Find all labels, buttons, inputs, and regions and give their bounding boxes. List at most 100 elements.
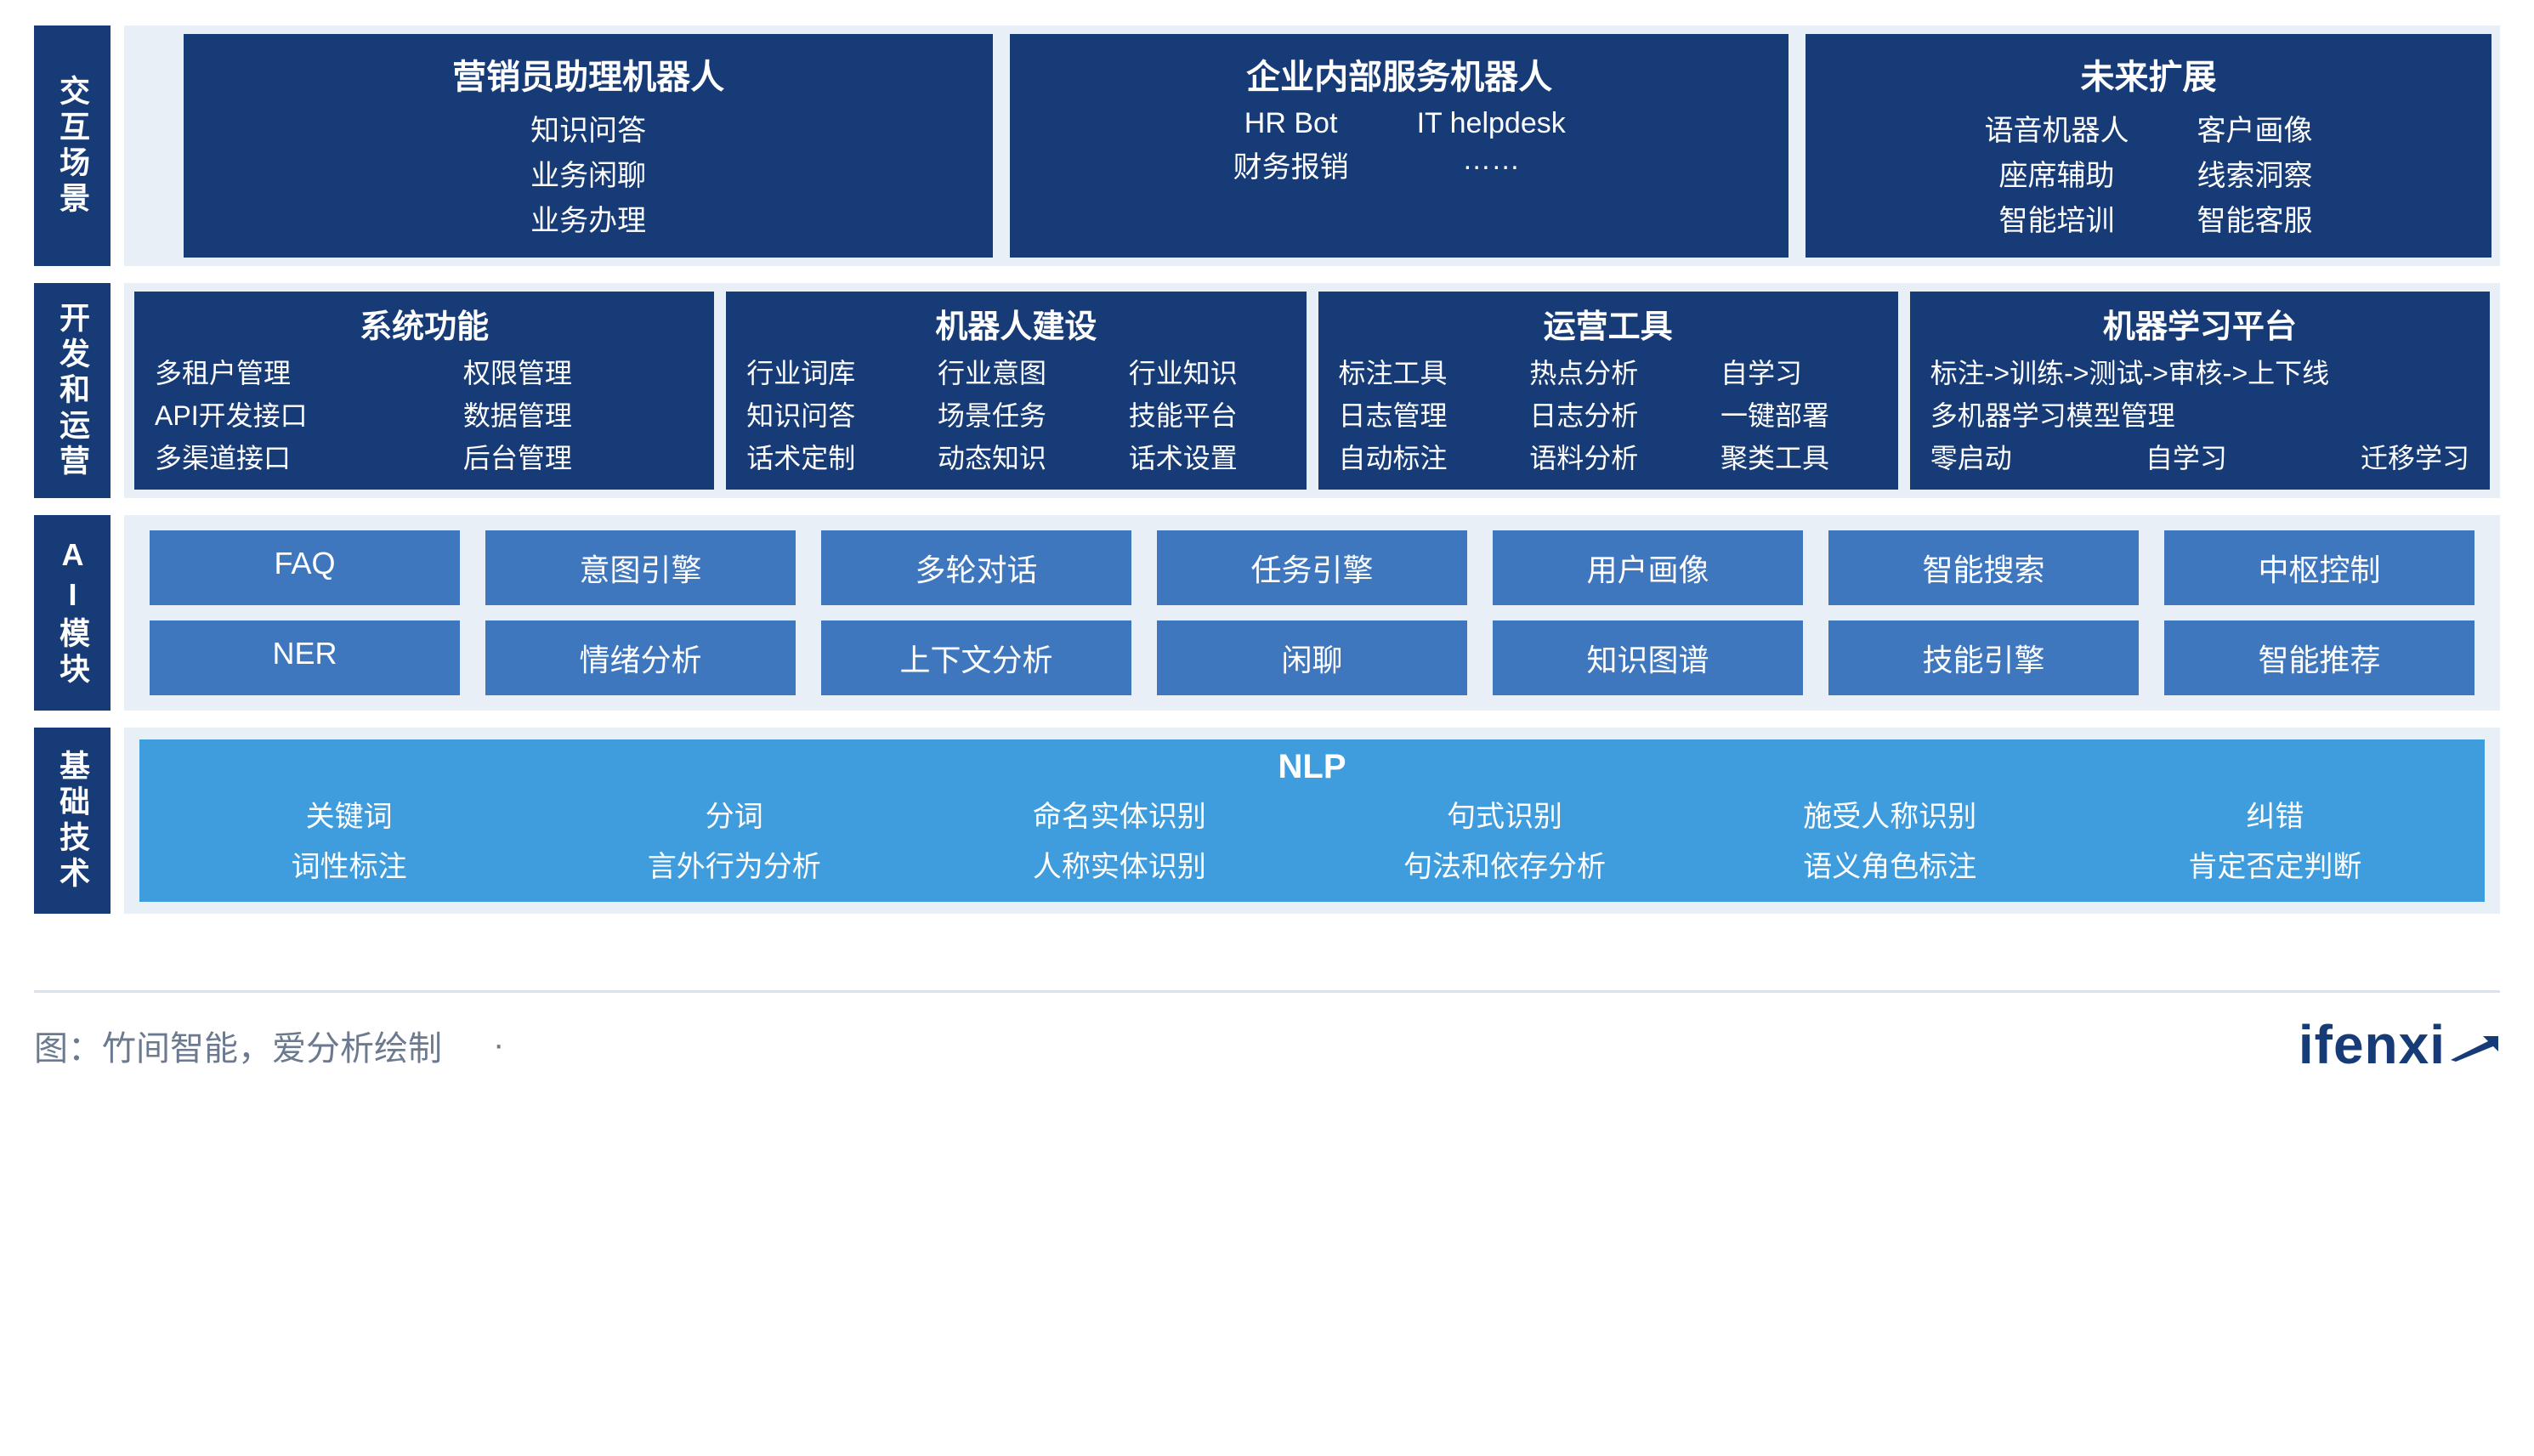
card-grid: 多租户管理权限管理 API开发接口数据管理多渠道接口后台管理 <box>155 352 694 476</box>
row4-body: NLP 关键词分词命名实体识别句式识别施受人称识别纠错词性标注言外行为分析人称实… <box>124 728 2500 914</box>
card-cell: 智能培训 <box>1999 197 2115 239</box>
card-title: 营销员助理机器人 <box>218 49 959 99</box>
card-title: 企业内部服务机器人 <box>1044 49 1755 99</box>
card-cell: 业务办理 <box>530 197 646 239</box>
card-cell: 知识问答 <box>530 107 646 149</box>
nlp-cell: 肯定否定判断 <box>2091 843 2459 885</box>
devops-card: 运营工具标注工具热点分析自学习日志管理日志分析一键部署自动标注语料分析聚类工具 <box>1318 292 1898 490</box>
ai-module-chip: 情绪分析 <box>485 620 796 695</box>
card-title: 机器学习平台 <box>1930 300 2469 347</box>
card-cell: 财务报销 <box>1233 144 1349 185</box>
nlp-cell: 命名实体识别 <box>935 793 1303 835</box>
card-column: 知识问答业务闲聊业务办理 <box>530 107 646 239</box>
card-line: 标注->训练->测试->审核->上下线 <box>1930 352 2469 391</box>
nlp-cell: 词性标注 <box>165 843 533 885</box>
devops-card: 系统功能多租户管理权限管理 API开发接口数据管理多渠道接口后台管理 <box>134 292 714 490</box>
row-dev-ops: 开发和运营 系统功能多租户管理权限管理 API开发接口数据管理多渠道接口后台管理 机… <box>34 283 2500 498</box>
ai-module-chip: 用户画像 <box>1493 530 1803 605</box>
logo-arrow-icon <box>2449 1034 2500 1063</box>
nlp-cell: 分词 <box>550 793 918 835</box>
card-cell: 场景任务 <box>938 394 1095 433</box>
row-interaction-scenarios: 交互场景 营销员助理机器人知识问答业务闲聊业务办理 企业内部服务机器人 HR Bot… <box>34 25 2500 266</box>
card-cell: 智能客服 <box>2197 197 2313 239</box>
card-cell: …… <box>1462 144 1520 177</box>
row3-body: FAQ意图引擎多轮对话任务引擎用户画像智能搜索中枢控制 NER 情绪分析上下文分析闲… <box>124 515 2500 711</box>
card-column: HR Bot财务报销 <box>1233 107 1349 185</box>
ai-module-line: FAQ意图引擎多轮对话任务引擎用户画像智能搜索中枢控制 <box>150 530 2474 605</box>
nlp-cell: 施受人称识别 <box>1706 793 2074 835</box>
card-cell: 自学习 <box>1721 352 1878 391</box>
card-cell: 标注工具 <box>1339 352 1496 391</box>
card-title: 机器人建设 <box>746 300 1285 347</box>
nlp-cell: 语义角色标注 <box>1706 843 2074 885</box>
nlp-cell: 句式识别 <box>1320 793 1688 835</box>
card-line: 多机器学习模型管理 <box>1930 394 2469 433</box>
nlp-cell: 关键词 <box>165 793 533 835</box>
card-cell: 自动标注 <box>1339 437 1496 476</box>
side-label-devops: 开发和运营 <box>34 283 111 498</box>
card-cell: 语料分析 <box>1529 437 1686 476</box>
card-cell: 多渠道接口 <box>155 437 429 476</box>
ai-module-chip: NER <box>150 620 460 695</box>
nlp-cell: 言外行为分析 <box>550 843 918 885</box>
logo-text: ifenxi <box>2299 1013 2446 1076</box>
footer-dot: · <box>493 1026 504 1064</box>
card-cell: API开发接口 <box>155 394 429 433</box>
card-cell: 话术设置 <box>1129 437 1286 476</box>
ai-module-chip: 意图引擎 <box>485 530 796 605</box>
card-cell: 技能平台 <box>1129 394 1286 433</box>
card-items: 知识问答业务闲聊业务办理 <box>218 107 959 239</box>
scenario-card: 企业内部服务机器人 HR Bot财务报销 IT helpdesk …… <box>1010 34 1789 258</box>
nlp-card: NLP 关键词分词命名实体识别句式识别施受人称识别纠错词性标注言外行为分析人称实… <box>139 739 2485 902</box>
card-cell: 热点分析 <box>1529 352 1686 391</box>
ifenxi-logo: ifenxi <box>2299 1013 2500 1077</box>
ai-module-chip: 闲聊 <box>1157 620 1467 695</box>
card-cell: 座席辅助 <box>1999 152 2115 194</box>
ai-module-chip: 技能引擎 <box>1828 620 2139 695</box>
card-column: 客户画像线索洞察智能客服 <box>2197 107 2313 239</box>
card-cell: 后台管理 <box>463 437 694 476</box>
side-label-scenarios: 交互场景 <box>34 25 111 266</box>
side-label-foundation: 基础技术 <box>34 728 111 914</box>
card-items: 语音机器人座席辅助智能培训客户画像线索洞察智能客服 <box>1840 107 2457 239</box>
side-label-ai: AI模块 <box>34 515 111 711</box>
card-cell: 聚类工具 <box>1721 437 1878 476</box>
card-cell: 多租户管理 <box>155 352 429 391</box>
card-grid: 行业词库行业意图行业知识知识问答场景任务技能平台话术定制动态知识话术设置 <box>746 352 1285 476</box>
card-cell: 行业意图 <box>938 352 1095 391</box>
card-column: 语音机器人座席辅助智能培训 <box>1985 107 2129 239</box>
card-title: 系统功能 <box>155 300 694 347</box>
ai-module-chip: 上下文分析 <box>821 620 1131 695</box>
footer: 图：竹间智能，爱分析绘制 · ifenxi <box>34 990 2500 1077</box>
card-cell: 行业知识 <box>1129 352 1286 391</box>
card-cell: 语音机器人 <box>1985 107 2129 149</box>
row2-body: 系统功能多租户管理权限管理 API开发接口数据管理多渠道接口后台管理 机器人建设行业… <box>124 283 2500 498</box>
card-cell: 行业词库 <box>746 352 904 391</box>
ai-module-chip: 智能推荐 <box>2164 620 2474 695</box>
ai-module-line: NER 情绪分析上下文分析闲聊知识图谱技能引擎智能推荐 <box>150 620 2474 695</box>
nlp-title: NLP <box>165 748 2459 786</box>
card-cell: 知识问答 <box>746 394 904 433</box>
ai-module-chip: 任务引擎 <box>1157 530 1467 605</box>
card-cell: 数据管理 <box>463 394 694 433</box>
card-cell: 一键部署 <box>1721 394 1878 433</box>
row-ai-modules: AI模块 FAQ意图引擎多轮对话任务引擎用户画像智能搜索中枢控制 NER 情绪分析上… <box>34 515 2500 711</box>
ai-module-chip: 知识图谱 <box>1493 620 1803 695</box>
devops-card: 机器人建设行业词库行业意图行业知识知识问答场景任务技能平台话术定制动态知识话术设… <box>726 292 1306 490</box>
card-cell: IT helpdesk <box>1417 107 1566 140</box>
card-cell: 权限管理 <box>463 352 694 391</box>
nlp-cell: 人称实体识别 <box>935 843 1303 885</box>
card-cell: 业务闲聊 <box>530 152 646 194</box>
nlp-cell: 纠错 <box>2091 793 2459 835</box>
ai-module-chip: 多轮对话 <box>821 530 1131 605</box>
scenario-card: 营销员助理机器人知识问答业务闲聊业务办理 <box>184 34 993 258</box>
card-grid: 标注工具热点分析自学习日志管理日志分析一键部署自动标注语料分析聚类工具 <box>1339 352 1878 476</box>
card-cell: 零启动 <box>1930 437 2012 476</box>
card-title: 运营工具 <box>1339 300 1878 347</box>
card-column: IT helpdesk …… <box>1417 107 1566 185</box>
row-foundation-tech: 基础技术 NLP 关键词分词命名实体识别句式识别施受人称识别纠错词性标注言外行为… <box>34 728 2500 914</box>
nlp-cell: 句法和依存分析 <box>1320 843 1688 885</box>
card-cell: 线索洞察 <box>2197 152 2313 194</box>
card-cell: 日志管理 <box>1339 394 1496 433</box>
card-cell: 客户画像 <box>2197 107 2313 149</box>
